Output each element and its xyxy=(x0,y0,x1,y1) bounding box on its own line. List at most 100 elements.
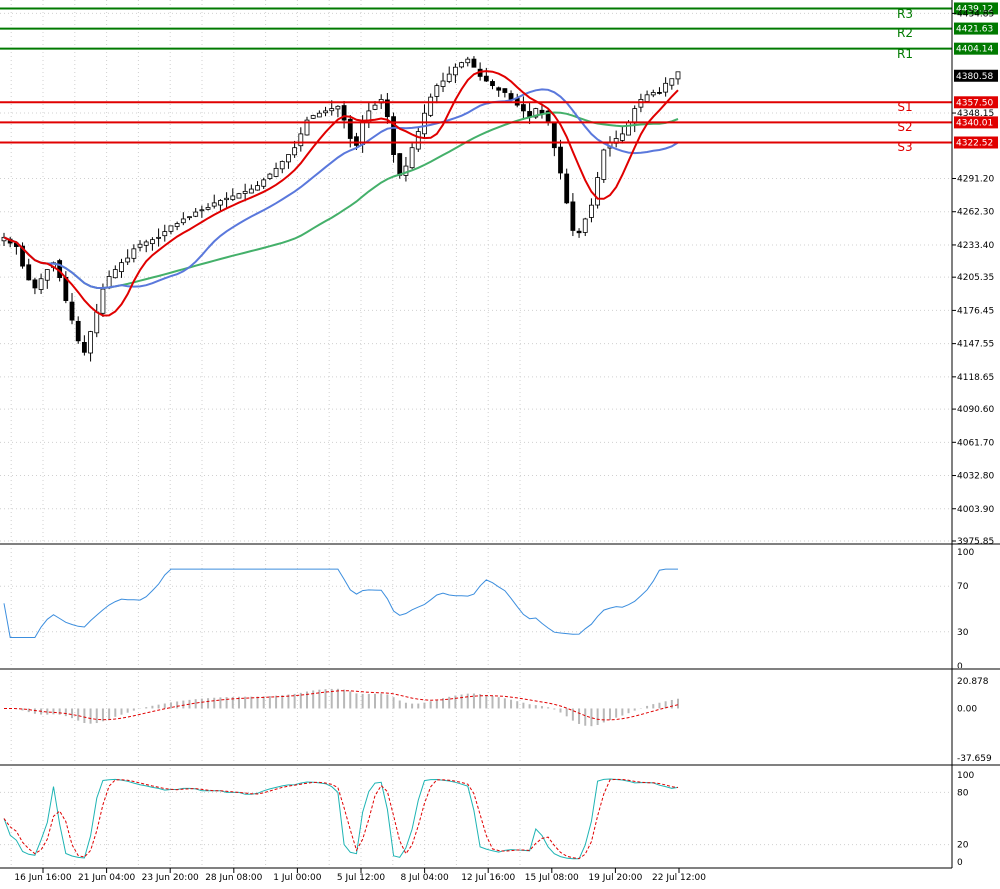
y-tick-label: 4061.70 xyxy=(957,438,994,448)
support-resistance-levels: R3 4439.12 R2 4421.63 R1 4404.14 S1 4357.50 S2 43… xyxy=(0,2,998,154)
candle xyxy=(372,104,378,110)
candle xyxy=(675,71,681,80)
candle xyxy=(521,104,526,112)
stochastic-pane: 100 80 20 0 xyxy=(0,771,974,868)
candle xyxy=(242,190,248,194)
rsi-pane: 100 70 30 0 xyxy=(0,548,974,672)
candle xyxy=(452,66,458,76)
x-tick-label: 15 Jul 08:00 xyxy=(525,873,579,883)
candle xyxy=(248,188,254,194)
moving-average-fast-line xyxy=(3,70,679,317)
candle xyxy=(341,105,347,121)
pane-separator xyxy=(0,668,1000,670)
candle xyxy=(100,288,106,314)
level-name-r2: R2 xyxy=(897,26,913,40)
candle xyxy=(570,201,576,231)
candle xyxy=(267,173,273,179)
candle xyxy=(465,58,471,64)
rsi-tick-label: 30 xyxy=(957,628,969,638)
level-price-tag xyxy=(954,136,998,149)
candle xyxy=(112,269,118,279)
candle xyxy=(391,116,396,155)
candle xyxy=(26,264,32,281)
x-tick-label: 22 Jul 12:00 xyxy=(652,873,706,883)
level-price-tag xyxy=(954,2,998,15)
level-price-tag xyxy=(954,96,998,109)
candle xyxy=(168,225,174,232)
candle xyxy=(298,133,304,147)
last-price-label: 4380.58 xyxy=(956,72,993,82)
candle xyxy=(663,82,669,93)
candle xyxy=(180,218,186,224)
candle xyxy=(131,248,137,259)
candle xyxy=(230,195,236,200)
pane-separator xyxy=(0,764,1000,766)
stochastic-tick-label: 100 xyxy=(957,771,974,781)
candle xyxy=(310,115,316,119)
level-price-label: 4340.01 xyxy=(956,118,993,128)
level-price-tag xyxy=(954,42,998,55)
candle xyxy=(551,122,557,149)
candle xyxy=(428,96,434,116)
x-tick-label: 1 Jul 00:00 xyxy=(273,873,322,883)
candle xyxy=(632,108,638,124)
y-tick-label: 4090.60 xyxy=(957,405,994,415)
candle xyxy=(32,279,38,289)
x-tick-label: 21 Jun 04:00 xyxy=(78,873,135,883)
candle xyxy=(440,80,446,87)
rsi-tick-label: 100 xyxy=(957,548,974,558)
candle xyxy=(422,112,427,135)
y-tick-label: 4032.80 xyxy=(957,472,994,482)
pane-separator xyxy=(0,543,1000,545)
x-tick-label: 8 Jul 04:00 xyxy=(400,873,449,883)
level-price-label: 4404.14 xyxy=(956,45,993,55)
candle xyxy=(644,94,650,102)
candle xyxy=(211,202,217,207)
candle xyxy=(304,119,310,136)
candle xyxy=(582,218,588,233)
candle xyxy=(403,165,409,176)
stochastic-tick-label: 20 xyxy=(957,841,969,851)
candle xyxy=(273,167,279,177)
x-tick-label: 5 Jul 12:00 xyxy=(337,873,386,883)
stochastic-signal-line xyxy=(3,778,679,860)
candle xyxy=(125,257,131,263)
y-tick-label: 4205.35 xyxy=(957,273,994,283)
candle xyxy=(236,193,242,199)
candle xyxy=(174,223,180,227)
level-name-s1: S1 xyxy=(897,100,912,114)
level-price-label: 4322.52 xyxy=(956,138,993,148)
candle xyxy=(564,173,570,204)
candle xyxy=(459,62,464,68)
candle xyxy=(119,262,124,273)
level-name-s2: S2 xyxy=(897,120,912,134)
candle xyxy=(601,149,607,180)
candle xyxy=(347,118,353,139)
candle xyxy=(558,146,563,174)
candle xyxy=(490,81,495,87)
x-tick-label: 12 Jul 16:00 xyxy=(461,873,515,883)
candle xyxy=(162,231,168,237)
candle xyxy=(576,230,582,234)
candle xyxy=(279,161,285,170)
candle xyxy=(199,209,205,212)
x-tick-label: 28 Jun 08:00 xyxy=(205,873,262,883)
candle xyxy=(75,320,81,342)
y-tick-label: 4348.15 xyxy=(957,109,994,119)
macd-tick-label: 20.878 xyxy=(957,677,989,687)
y-tick-label: 4147.55 xyxy=(957,340,994,350)
x-tick-label: 19 Jul 20:00 xyxy=(588,873,642,883)
candle xyxy=(446,73,452,82)
macd-signal-line xyxy=(4,690,679,721)
y-tick-label: 3975.85 xyxy=(957,537,994,547)
rsi-line xyxy=(3,568,678,638)
candle xyxy=(539,109,545,114)
level-price-tag xyxy=(954,22,998,35)
candle xyxy=(329,108,335,112)
stochastic-main-line xyxy=(3,778,679,860)
candle xyxy=(415,131,421,150)
y-tick-label: 4291.20 xyxy=(957,174,994,184)
y-tick-label: 4003.90 xyxy=(957,505,994,515)
y-tick-label: 4434.85 xyxy=(957,9,994,19)
